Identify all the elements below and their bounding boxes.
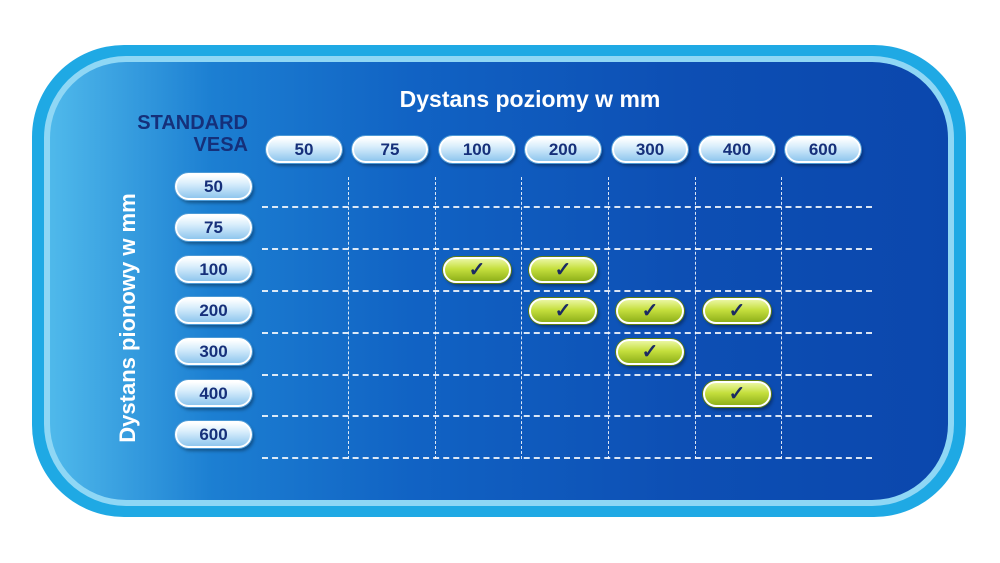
grid-line-horizontal	[262, 415, 872, 417]
standard-vesa-label: STANDARD VESA	[100, 112, 248, 156]
grid-line-horizontal	[262, 374, 872, 376]
grid-line-horizontal	[262, 248, 872, 250]
vertical-value-pill: 50	[175, 173, 252, 200]
vertical-value-pill: 600	[175, 421, 252, 448]
horizontal-value-pill: 75	[352, 136, 428, 163]
check-icon: ✓	[703, 298, 771, 324]
grid-line-horizontal	[262, 332, 872, 334]
standard-label-line1: STANDARD	[137, 112, 248, 134]
vertical-value-pill: 200	[175, 297, 252, 324]
vertical-value-pill: 400	[175, 380, 252, 407]
check-icon: ✓	[703, 381, 771, 407]
grid-line-vertical	[781, 177, 782, 459]
check-icon: ✓	[443, 257, 511, 283]
grid-line-vertical	[435, 177, 436, 459]
horizontal-value-pill: 600	[785, 136, 861, 163]
grid-line-vertical	[348, 177, 349, 459]
check-icon: ✓	[529, 257, 597, 283]
grid-line-vertical	[608, 177, 609, 459]
standard-label-line2: VESA	[193, 134, 248, 156]
grid-line-horizontal	[262, 290, 872, 292]
horizontal-value-pill: 200	[525, 136, 601, 163]
vertical-distance-title: Dystans pionowy w mm	[115, 193, 140, 443]
grid-line-horizontal	[262, 206, 872, 208]
vertical-value-pill: 100	[175, 256, 252, 283]
horizontal-value-pill: 300	[612, 136, 688, 163]
horizontal-value-pill: 100	[439, 136, 515, 163]
vertical-value-pill: 300	[175, 338, 252, 365]
horizontal-value-pill: 50	[266, 136, 342, 163]
grid-line-vertical	[695, 177, 696, 459]
vertical-value-pill: 75	[175, 214, 252, 241]
horizontal-distance-title: Dystans poziomy w mm	[399, 86, 661, 112]
grid-line-vertical	[521, 177, 522, 459]
check-icon: ✓	[616, 298, 684, 324]
grid-line-horizontal	[262, 457, 872, 459]
check-icon: ✓	[529, 298, 597, 324]
horizontal-value-pill: 400	[699, 136, 775, 163]
check-icon: ✓	[616, 339, 684, 365]
